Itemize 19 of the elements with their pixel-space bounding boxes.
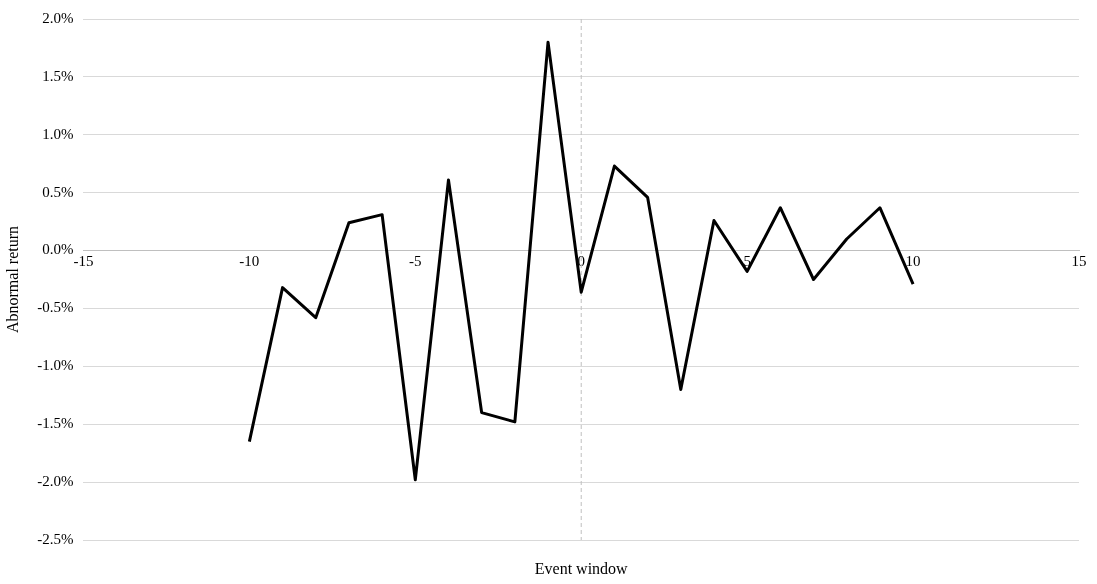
y-tick-label: -0.5% bbox=[37, 299, 74, 316]
x-tick-label: -5 bbox=[409, 253, 422, 270]
y-tick-label: 0.0% bbox=[42, 241, 74, 258]
x-tick-label: 10 bbox=[905, 253, 921, 270]
x-tick-label: -15 bbox=[73, 253, 94, 270]
y-tick-label: -2.0% bbox=[37, 473, 74, 490]
y-tick-label: 1.0% bbox=[42, 125, 74, 142]
y-tick-label: 2.0% bbox=[42, 9, 74, 26]
y-tick-label: -2.5% bbox=[37, 530, 74, 547]
x-tick-label: 5 bbox=[743, 253, 751, 270]
y-tick-label: 1.5% bbox=[42, 67, 74, 84]
y-tick-label: 0.5% bbox=[42, 183, 74, 200]
x-tick-label: 15 bbox=[1071, 253, 1087, 270]
x-tick-label: 0 bbox=[577, 253, 585, 270]
y-tick-label: -1.5% bbox=[37, 415, 74, 432]
y-axis-title: Abnormal return bbox=[3, 225, 21, 334]
y-tick-label: -1.0% bbox=[37, 357, 74, 374]
x-axis-title: Event window bbox=[534, 560, 629, 578]
x-tick-label: -10 bbox=[239, 253, 260, 270]
